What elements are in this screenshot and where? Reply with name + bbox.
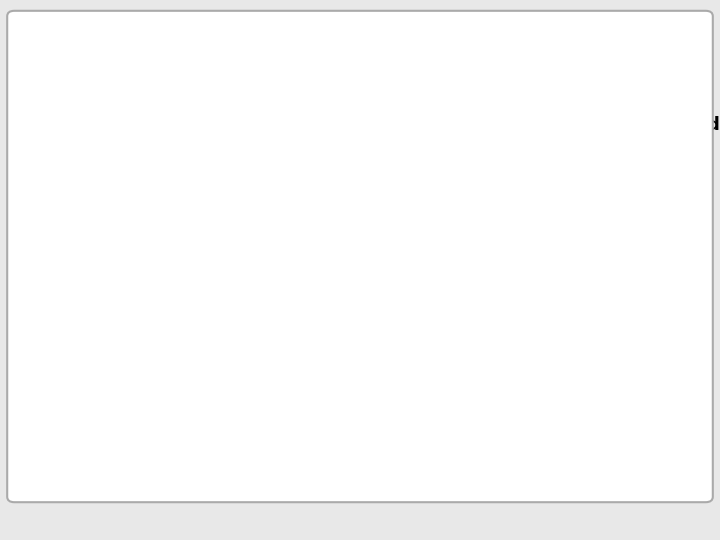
Ellipse shape (215, 285, 333, 377)
Text: 76: 76 (356, 198, 382, 217)
Text: How many parts are there
in total?: How many parts are there in total? (472, 266, 636, 294)
FancyBboxPatch shape (426, 338, 458, 362)
Ellipse shape (383, 285, 500, 377)
Text: How many tenths are
there? (the numerator): How many tenths are there? (the numerato… (154, 272, 298, 300)
Text: Slide 6: Slide 6 (470, 441, 609, 475)
Text: 10: 10 (356, 227, 382, 246)
Text: Fill in the missing numbers to complete the part-whole model.: Fill in the missing numbers to complete … (112, 116, 720, 134)
Text: CLASSROOM
Secrets: CLASSROOM Secrets (107, 448, 170, 468)
Text: 6: 6 (436, 309, 447, 327)
Text: 10: 10 (263, 341, 285, 359)
Text: 0: 0 (363, 248, 375, 268)
Ellipse shape (305, 179, 433, 283)
Text: Varied Fluency 2: Varied Fluency 2 (311, 85, 427, 99)
Text: The answer for this Part-Whole model are
found on this page.: The answer for this Part-Whole model are… (225, 387, 513, 417)
FancyBboxPatch shape (257, 306, 292, 332)
